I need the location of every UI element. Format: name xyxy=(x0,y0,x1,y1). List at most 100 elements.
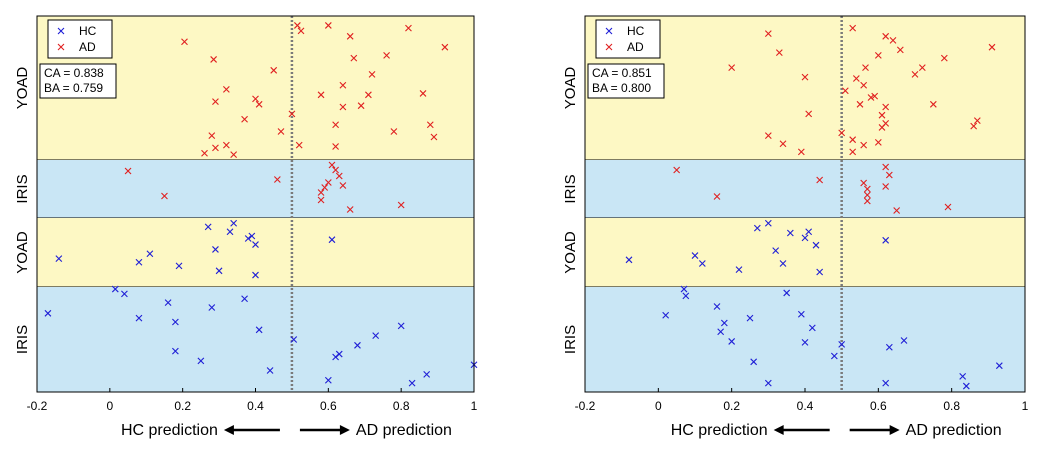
point-ad xyxy=(293,22,301,29)
point-hc xyxy=(248,232,256,240)
band-label: YOAD xyxy=(14,67,31,110)
point-ad xyxy=(332,121,340,129)
point-ad xyxy=(270,66,278,74)
point-ad xyxy=(973,117,981,125)
point-ad xyxy=(222,85,230,93)
point-ad xyxy=(838,129,846,137)
point-ad xyxy=(161,192,168,200)
point-ad xyxy=(849,148,857,156)
point-ad xyxy=(383,51,390,59)
point-hc xyxy=(746,314,754,322)
point-hc xyxy=(882,236,890,244)
metric-ca: CA = 0.851 xyxy=(592,66,652,80)
point-hc xyxy=(816,268,824,276)
point-ad xyxy=(321,184,329,191)
point-ad xyxy=(775,49,783,57)
legend-label-ad: AD xyxy=(79,40,96,54)
point-hc xyxy=(111,285,119,293)
point-ad xyxy=(713,193,721,200)
point-hc xyxy=(324,376,332,384)
point-hc xyxy=(252,271,259,279)
point-ad xyxy=(295,141,303,149)
point-ad xyxy=(863,197,871,205)
point-ad xyxy=(230,151,238,159)
point-ad xyxy=(317,189,325,196)
point-hc xyxy=(408,379,416,387)
point-hc xyxy=(720,319,728,327)
point-ad xyxy=(201,149,208,157)
point-ad xyxy=(332,143,340,150)
point-ad xyxy=(911,71,919,78)
point-hc xyxy=(146,250,154,258)
x-tick-label: 0 xyxy=(655,399,662,413)
point-ad xyxy=(252,95,259,103)
chart-panel-1: YOAD IRIS YOAD IRIS -0.2 0 0.2 0.4 0.6 0.8 1 HC AD CA… xyxy=(14,15,478,439)
point-hc xyxy=(241,295,248,303)
x-tick-label: 1 xyxy=(471,399,478,413)
band-label: IRIS xyxy=(562,325,579,354)
point-hc xyxy=(335,350,343,358)
point-hc xyxy=(55,255,63,262)
point-hc xyxy=(735,266,743,273)
point-hc xyxy=(797,310,805,318)
point-hc xyxy=(838,340,846,348)
point-ad xyxy=(212,144,219,152)
point-ad xyxy=(805,110,813,118)
point-hc xyxy=(328,236,336,244)
point-hc xyxy=(783,289,791,297)
point-ad xyxy=(863,185,871,193)
point-hc xyxy=(995,362,1003,370)
point-hc xyxy=(779,260,787,267)
point-ad xyxy=(339,182,347,189)
point-hc xyxy=(171,347,179,355)
point-hc xyxy=(230,219,238,227)
point-hc xyxy=(44,309,52,317)
legend-box xyxy=(595,19,661,59)
point-ad xyxy=(862,64,869,71)
metrics-frame xyxy=(39,63,117,99)
x-tick-label: 0.6 xyxy=(870,399,887,413)
band-label: IRIS xyxy=(14,174,31,203)
point-ad xyxy=(210,56,218,63)
legend-marker-ad xyxy=(57,43,65,51)
legend-label-hc: HC xyxy=(79,24,97,38)
point-hc xyxy=(244,235,252,242)
legend-box xyxy=(47,19,113,59)
point-ad xyxy=(871,92,879,100)
x-tick-label: -0.2 xyxy=(575,399,596,413)
point-hc xyxy=(397,322,405,330)
point-ad xyxy=(863,191,871,199)
point-ad xyxy=(882,119,890,127)
point-ad xyxy=(317,196,325,204)
point-hc xyxy=(680,285,688,293)
band-yoad-hc xyxy=(585,218,1025,287)
x-tick-label: 1 xyxy=(1022,399,1029,413)
point-ad xyxy=(860,81,868,89)
arrow-right-head xyxy=(889,425,900,435)
point-ad xyxy=(419,90,427,97)
point-ad xyxy=(241,115,248,123)
point-ad xyxy=(324,22,332,29)
point-ad xyxy=(357,102,365,110)
point-ad xyxy=(405,24,412,32)
point-ad xyxy=(397,201,405,209)
point-hc xyxy=(171,318,179,326)
point-ad xyxy=(988,43,996,51)
point-ad xyxy=(350,54,358,62)
x-label-hc: HC prediction xyxy=(121,422,218,439)
point-hc xyxy=(786,229,794,237)
point-ad xyxy=(764,132,772,139)
point-ad xyxy=(885,171,893,179)
x-tick-label: 0.6 xyxy=(320,399,337,413)
point-ad xyxy=(874,51,882,59)
legend-marker-hc xyxy=(605,27,613,35)
point-hc xyxy=(423,371,431,378)
point-ad xyxy=(208,132,216,139)
point-ad xyxy=(430,133,438,141)
point-hc xyxy=(252,241,259,248)
point-hc xyxy=(204,223,212,231)
point-ad xyxy=(181,38,188,46)
